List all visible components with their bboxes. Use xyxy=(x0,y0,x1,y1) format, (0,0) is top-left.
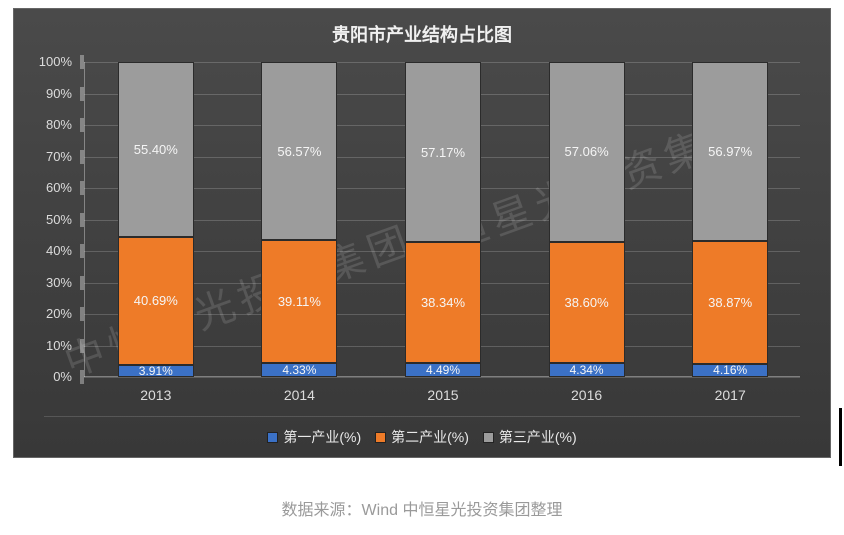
y-tick-label: 20% xyxy=(29,307,84,321)
y-tick-label: 10% xyxy=(29,339,84,353)
data-source: 数据来源：Wind 中恒星光投资集团整理 xyxy=(13,496,831,520)
legend-item-0: 第一产业(%) xyxy=(267,427,361,447)
stacked-bar: 4.16%38.87%56.97% xyxy=(692,62,768,377)
x-tick-label: 2016 xyxy=(547,377,627,403)
chart-container: 贵阳市产业结构占比图 中恒星光投资集团 中恒星光投资集团 0%10%20%30%… xyxy=(13,8,831,458)
bar-segment-series-1: 38.87% xyxy=(692,241,768,363)
y-tick-label: 60% xyxy=(29,181,84,195)
bar-segment-series-2: 55.40% xyxy=(118,62,194,237)
bar-segment-series-0: 4.16% xyxy=(692,364,768,377)
bar-segment-series-1: 38.34% xyxy=(405,242,481,363)
legend-item-2: 第三产业(%) xyxy=(483,427,577,447)
bar-segment-series-1: 38.60% xyxy=(549,242,625,364)
bar-segment-series-0: 4.49% xyxy=(405,363,481,377)
x-tick-label: 2014 xyxy=(259,377,339,403)
x-tick-label: 2015 xyxy=(403,377,483,403)
bar-segment-series-0: 3.91% xyxy=(118,365,194,377)
y-tick-label: 80% xyxy=(29,118,84,132)
y-tick-label: 40% xyxy=(29,244,84,258)
legend-label: 第二产业(%) xyxy=(391,427,469,447)
legend-swatch xyxy=(267,432,278,443)
bar-segment-series-1: 40.69% xyxy=(118,237,194,365)
stacked-bar: 4.49%38.34%57.17% xyxy=(405,62,481,377)
legend-item-1: 第二产业(%) xyxy=(375,427,469,447)
bar-segment-series-0: 4.33% xyxy=(261,363,337,377)
bar-segment-series-2: 56.97% xyxy=(692,62,768,241)
bar-segment-series-0: 4.34% xyxy=(549,363,625,377)
x-tick-label: 2017 xyxy=(690,377,770,403)
stacked-bar: 4.34%38.60%57.06% xyxy=(549,62,625,377)
legend-label: 第一产业(%) xyxy=(283,427,361,447)
right-edge-mark xyxy=(839,408,842,466)
y-tick-label: 0% xyxy=(29,370,84,384)
plot-area: 0%10%20%30%40%50%60%70%80%90%100%3.91%40… xyxy=(84,62,800,377)
stacked-bar: 3.91%40.69%55.40% xyxy=(118,62,194,377)
y-tick-label: 50% xyxy=(29,213,84,227)
stacked-bar: 4.33%39.11%56.57% xyxy=(261,62,337,377)
source-label: 数据来源： xyxy=(282,502,362,519)
bar-segment-series-2: 57.17% xyxy=(405,62,481,242)
bar-segment-series-2: 56.57% xyxy=(261,62,337,240)
x-tick-label: 2013 xyxy=(116,377,196,403)
y-tick-label: 90% xyxy=(29,87,84,101)
bar-segment-series-2: 57.06% xyxy=(549,62,625,242)
legend: 第一产业(%) 第二产业(%) 第三产业(%) xyxy=(44,416,800,447)
source-text: Wind 中恒星光投资集团整理 xyxy=(362,502,563,519)
legend-swatch xyxy=(375,432,386,443)
y-tick-label: 100% xyxy=(29,55,84,69)
y-tick-label: 70% xyxy=(29,150,84,164)
y-tick-label: 30% xyxy=(29,276,84,290)
chart-title: 贵阳市产业结构占比图 xyxy=(14,21,830,47)
legend-label: 第三产业(%) xyxy=(499,427,577,447)
legend-swatch xyxy=(483,432,494,443)
bar-segment-series-1: 39.11% xyxy=(261,240,337,363)
